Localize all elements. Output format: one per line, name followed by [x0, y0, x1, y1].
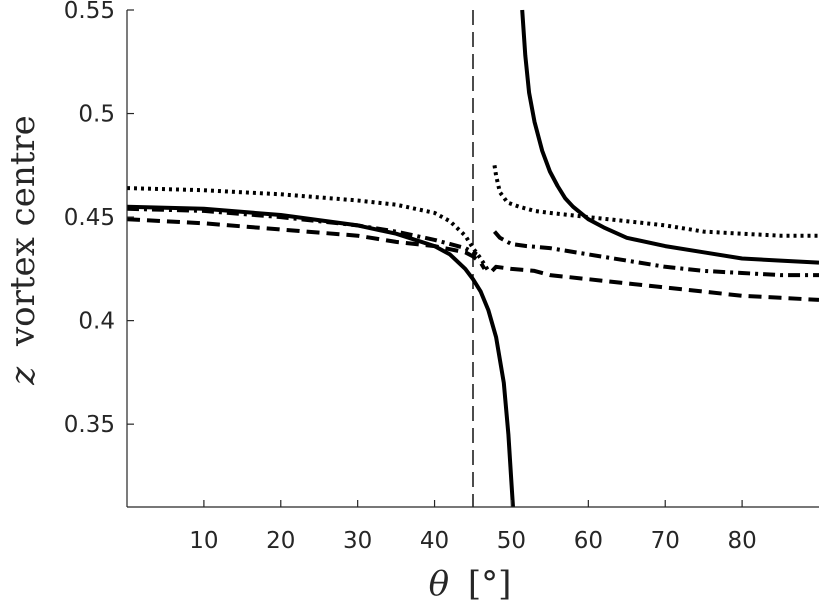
x-tick-label: 20	[266, 528, 295, 554]
y-axis-variable: z	[3, 366, 43, 386]
y-axis-label: z vortex centre	[3, 115, 43, 386]
x-axis-label: θ [°]	[429, 564, 512, 604]
series-2-segment-2	[492, 164, 819, 238]
x-tick-label: 30	[343, 528, 372, 554]
x-tick-label: 70	[651, 528, 680, 554]
y-axis-text: vortex centre	[3, 115, 43, 347]
y-tick-label: 0.5	[78, 102, 115, 128]
x-axis-unit: [°]	[468, 564, 512, 604]
y-tick-label: 0.4	[78, 309, 115, 335]
x-tick-label: 10	[189, 528, 218, 554]
series-4-segment-1	[127, 217, 487, 270]
x-axis-variable: θ	[429, 564, 449, 604]
x-tick-label: 80	[727, 528, 756, 554]
series-4-segment-2	[490, 264, 819, 302]
series-3-segment-1	[127, 206, 478, 257]
y-tick-label: 0.45	[64, 205, 115, 231]
series-1-segment-2	[520, 9, 819, 265]
series-3-dashdot	[127, 206, 819, 278]
series-2-segment-1	[127, 186, 491, 272]
x-tick-label: 50	[497, 528, 526, 554]
x-tick-label: 60	[574, 528, 603, 554]
y-tick-label: 0.55	[64, 0, 115, 24]
x-tick-label: 40	[420, 528, 449, 554]
y-tick-label: 0.35	[64, 412, 115, 438]
series-4-dashed	[127, 217, 819, 302]
series-3-segment-2	[492, 230, 819, 278]
